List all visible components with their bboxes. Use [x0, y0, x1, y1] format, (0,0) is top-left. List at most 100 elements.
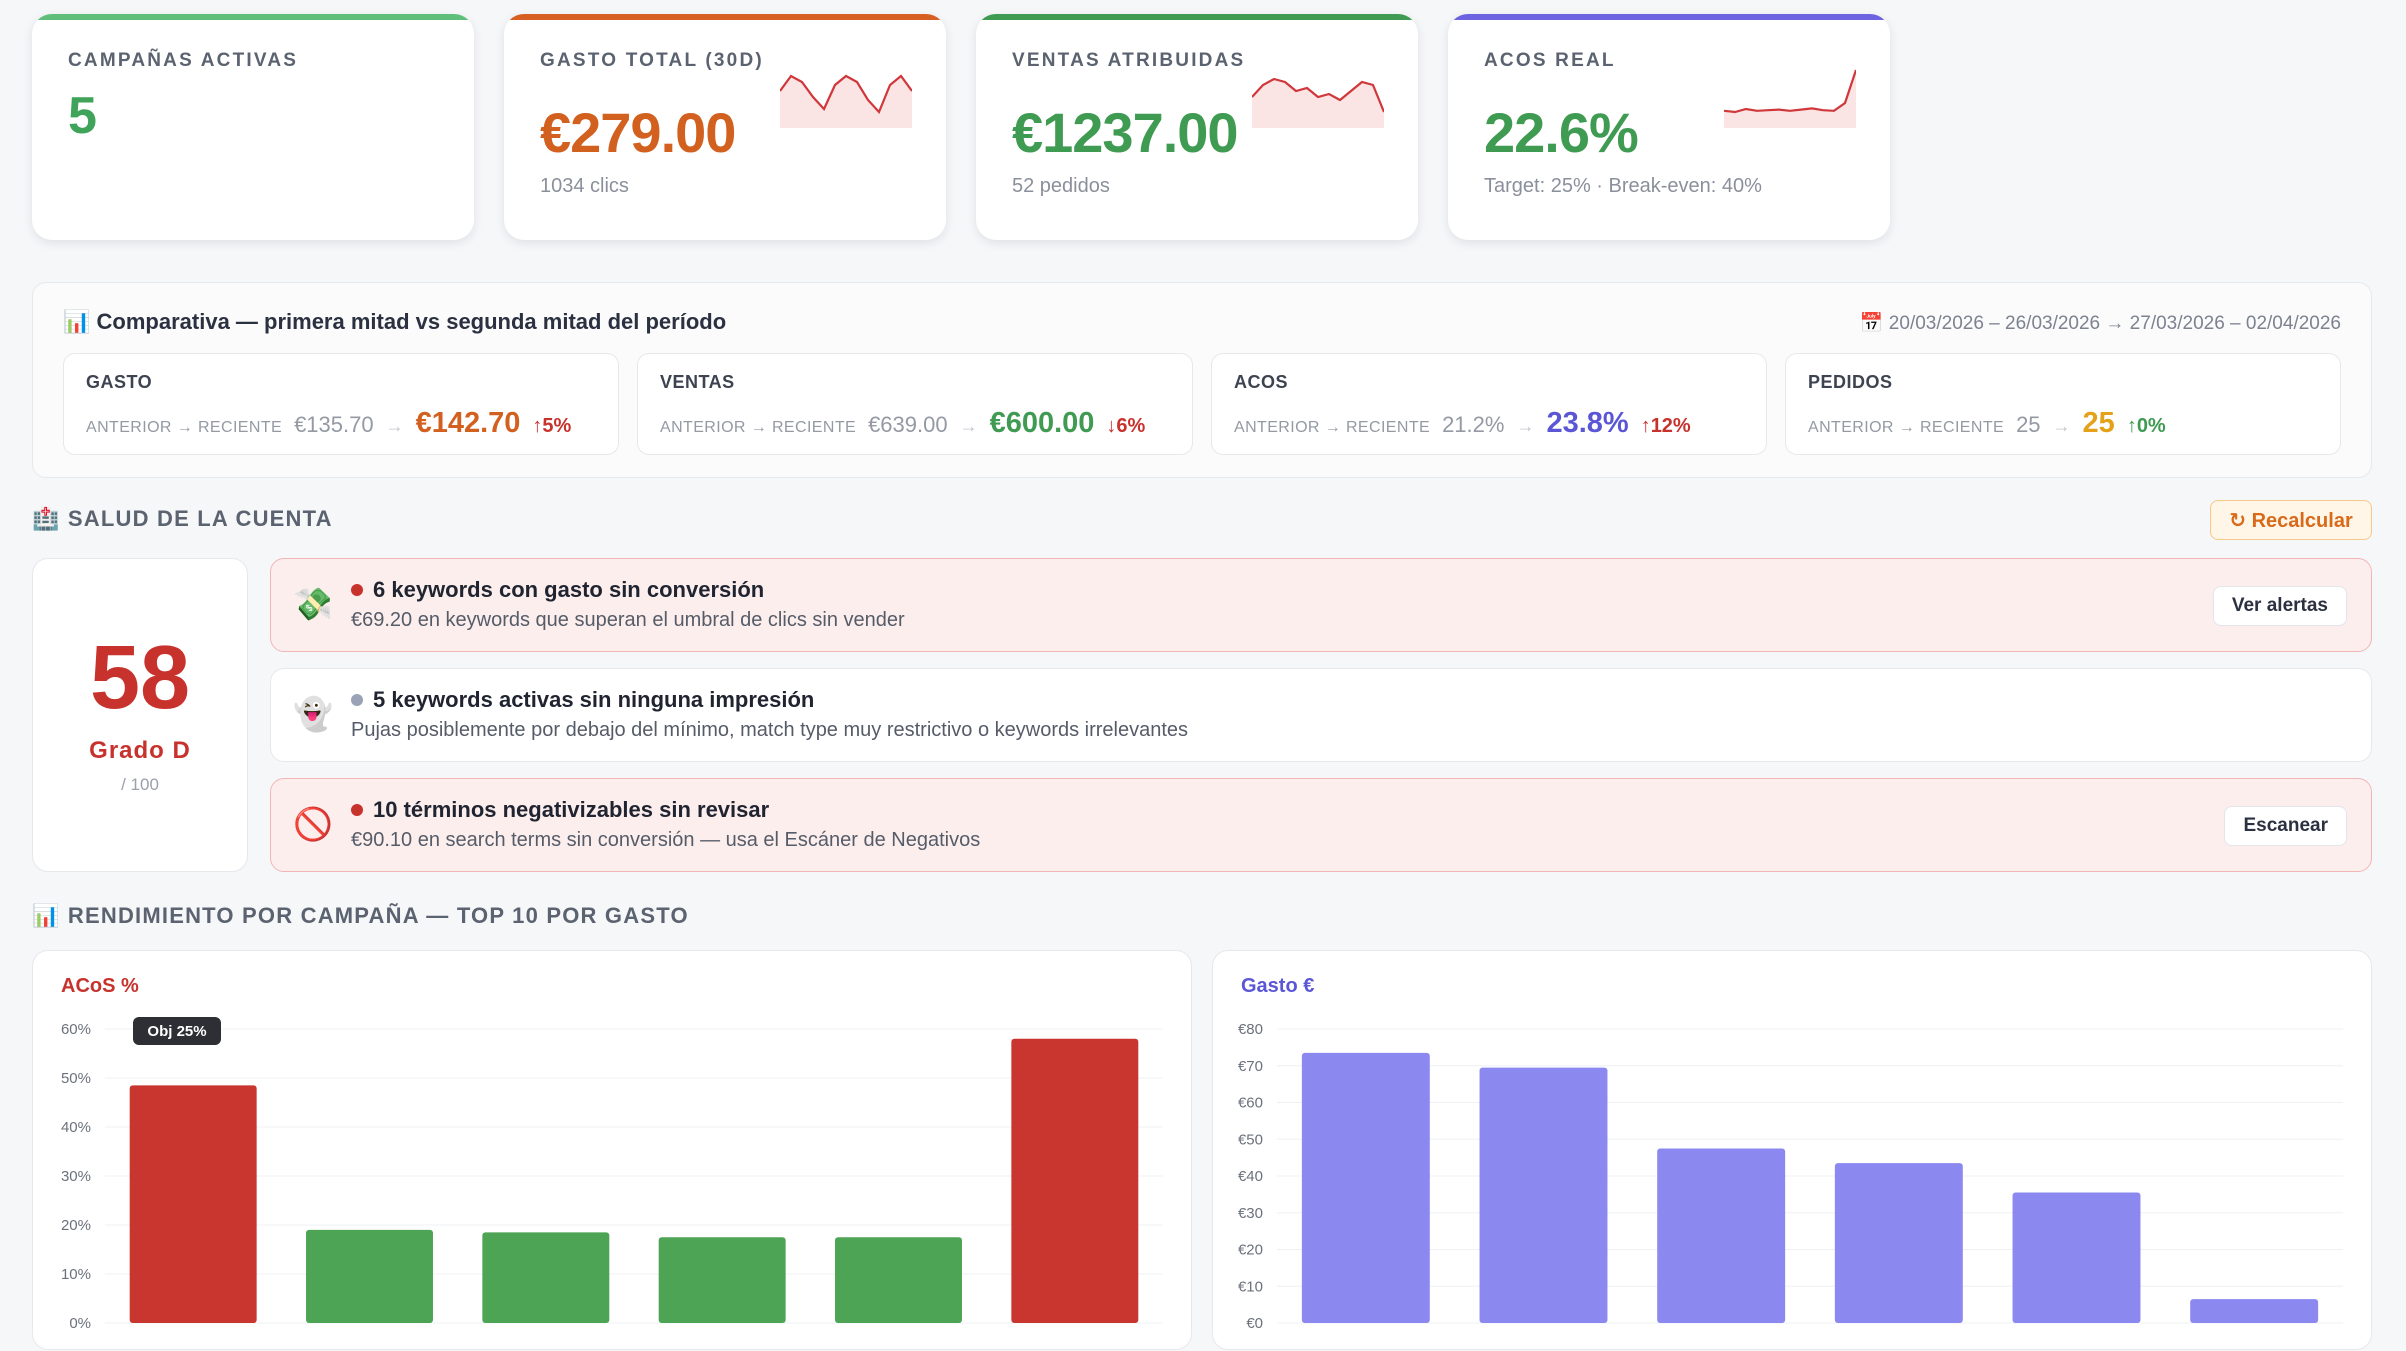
cmp-prev-value: €639.00	[868, 412, 948, 437]
bar	[482, 1232, 610, 1323]
sparkline-line	[1252, 77, 1384, 113]
bar	[835, 1237, 962, 1323]
kpi-label: ACOS REAL	[1484, 50, 1616, 71]
severity-dot	[351, 584, 363, 596]
bar	[658, 1237, 786, 1323]
recalcular-button[interactable]: ↻ Recalcular	[2210, 500, 2372, 540]
annotation-label: Obj 25%	[147, 1023, 206, 1040]
alert-terminos-negativizables: 🚫 10 términos negativizables sin revisar…	[270, 778, 2372, 872]
y-tick-label: 60%	[61, 1021, 91, 1038]
health-score-card: 58 Grado D / 100	[32, 558, 248, 872]
cmp-name: GASTO	[86, 372, 153, 392]
cmp-card-gasto: GASTO ANTERIOR → RECIENTE €135.70 → €142…	[63, 353, 619, 455]
comparativa-title: 📊 Comparativa — primera mitad vs segunda…	[63, 309, 726, 335]
severity-dot	[351, 694, 363, 706]
comparativa-panel: 📊 Comparativa — primera mitad vs segunda…	[32, 282, 2372, 478]
ventas-sparkline	[1252, 77, 1384, 128]
sparkline-line	[780, 74, 912, 115]
y-tick-label: €0	[1246, 1315, 1263, 1332]
kpi-subtext: 1034 clics	[540, 175, 629, 197]
bar	[1011, 1038, 1139, 1323]
y-tick-label: €60	[1238, 1095, 1263, 1112]
cmp-card-ventas: VENTAS ANTERIOR → RECIENTE €639.00 → €60…	[637, 353, 1193, 455]
sparkline-area	[780, 76, 912, 128]
kpi-card-campanas: CAMPAÑAS ACTIVAS 5	[32, 14, 474, 240]
bar	[1479, 1067, 1608, 1323]
bar	[129, 1085, 257, 1323]
bar	[2012, 1192, 2141, 1323]
money-wings-icon: 💸	[293, 586, 333, 622]
cmp-now-value: 23.8%	[1546, 407, 1629, 439]
cmp-card-acos: ACOS ANTERIOR → RECIENTE 21.2% → 23.8% ↑…	[1211, 353, 1767, 455]
cmp-delta: ↑12%	[1640, 415, 1691, 437]
kpi-label: VENTAS ATRIBUIDAS	[1012, 50, 1246, 71]
cmp-delta: ↑5%	[532, 415, 572, 437]
annotation-box	[133, 1017, 221, 1045]
cmp-card-pedidos: PEDIDOS ANTERIOR → RECIENTE 25 → 25 ↑0%	[1785, 353, 2341, 455]
comparativa-cards: GASTO ANTERIOR → RECIENTE €135.70 → €142…	[63, 353, 2341, 455]
alert-title: 10 términos negativizables sin revisar	[373, 797, 770, 822]
bar	[1657, 1148, 1786, 1323]
cmp-name: ACOS	[1234, 372, 1289, 392]
comparativa-title-text: Comparativa — primera mitad vs segunda m…	[96, 309, 727, 334]
cmp-delta: ↑0%	[2126, 415, 2166, 437]
cmp-now-value: €600.00	[989, 407, 1095, 439]
kpi-value: €1237.00	[1012, 101, 1239, 164]
health-score: 58	[89, 628, 191, 728]
kpi-label: CAMPAÑAS ACTIVAS	[68, 50, 299, 71]
gasto-sparkline	[780, 74, 912, 128]
severity-dot	[351, 804, 363, 816]
acos-bar-chart: 0% 10% 20% 30% 40% 50% 60% Obj 25%	[61, 1017, 1163, 1332]
cmp-mini-label: ANTERIOR → RECIENTE	[660, 419, 857, 436]
ghost-icon: 👻	[293, 696, 333, 732]
kpi-accent-bar	[504, 14, 946, 20]
sparkline-area	[1252, 79, 1384, 128]
ver-alertas-button[interactable]: Ver alertas	[2212, 586, 2347, 626]
prohibited-icon: 🚫	[293, 806, 333, 842]
salud-section-title: 🏥 SALUD DE LA CUENTA	[32, 506, 333, 531]
alert-description: €90.10 en search terms sin conversión — …	[351, 829, 981, 851]
cmp-delta: ↓6%	[1106, 415, 1146, 437]
objective-annotation: Obj 25%	[133, 1017, 221, 1045]
kpi-accent-bar	[976, 14, 1418, 20]
y-tick-label: €70	[1238, 1058, 1263, 1075]
y-tick-label: 0%	[69, 1315, 91, 1332]
arrow-right-icon: →	[2052, 416, 2071, 436]
y-tick-label: 20%	[61, 1217, 91, 1234]
kpi-row: CAMPAÑAS ACTIVAS 5 GASTO TOTAL (30D) €27…	[32, 14, 1890, 240]
alert-title: 5 keywords activas sin ninguna impresión	[373, 687, 815, 712]
cmp-mini-label: ANTERIOR → RECIENTE	[1808, 419, 2005, 436]
y-tick-label: 40%	[61, 1119, 91, 1136]
arrow-right-icon: →	[385, 416, 404, 436]
kpi-subtext: 52 pedidos	[1012, 175, 1110, 197]
cmp-prev-value: 25	[2016, 412, 2041, 437]
comparativa-date-range: 📅 20/03/2026 – 26/03/2026 → 27/03/2026 –…	[1859, 313, 2341, 334]
y-tick-label: €40	[1238, 1168, 1263, 1185]
kpi-value: 22.6%	[1484, 101, 1639, 164]
chart-icon: 📊	[63, 309, 91, 334]
health-grade: Grado D	[89, 737, 191, 764]
gasto-chart-card: Gasto € €0 €10 €20 €30 €40 €50 €60 €70 €80	[1212, 950, 2372, 1350]
cmp-prev-value: 21.2%	[1442, 412, 1505, 437]
bar	[1834, 1163, 1963, 1323]
kpi-card-ventas: VENTAS ATRIBUIDAS €1237.00 52 pedidos	[976, 14, 1418, 240]
escanear-button[interactable]: Escanear	[2224, 806, 2347, 846]
gasto-bar-chart: €0 €10 €20 €30 €40 €50 €60 €70 €80	[1238, 1021, 2343, 1332]
y-tick-label: €20	[1238, 1242, 1263, 1259]
sparkline-area	[1724, 70, 1856, 128]
sparkline-line	[1724, 69, 1856, 114]
acos-chart-card: ACoS % 0% 10% 20% 30% 40% 50% 60% Obj 25%	[32, 950, 1192, 1350]
y-tick-label: 50%	[61, 1070, 91, 1087]
alert-keywords-sin-conversion: 💸 6 keywords con gasto sin conversión €6…	[270, 558, 2372, 652]
kpi-value: 5	[68, 87, 97, 145]
cmp-now-value: €142.70	[415, 407, 521, 439]
kpi-subtext: Target: 25% · Break-even: 40%	[1484, 175, 1762, 197]
kpi-label: GASTO TOTAL (30D)	[540, 50, 764, 71]
alert-description: Pujas posiblemente por debajo del mínimo…	[351, 719, 1189, 741]
cmp-prev-value: €135.70	[294, 412, 374, 437]
cmp-mini-label: ANTERIOR → RECIENTE	[86, 419, 283, 436]
kpi-accent-bar	[1448, 14, 1890, 20]
y-tick-label: €30	[1238, 1205, 1263, 1222]
health-max: / 100	[121, 775, 159, 794]
y-tick-label: 10%	[61, 1266, 91, 1283]
